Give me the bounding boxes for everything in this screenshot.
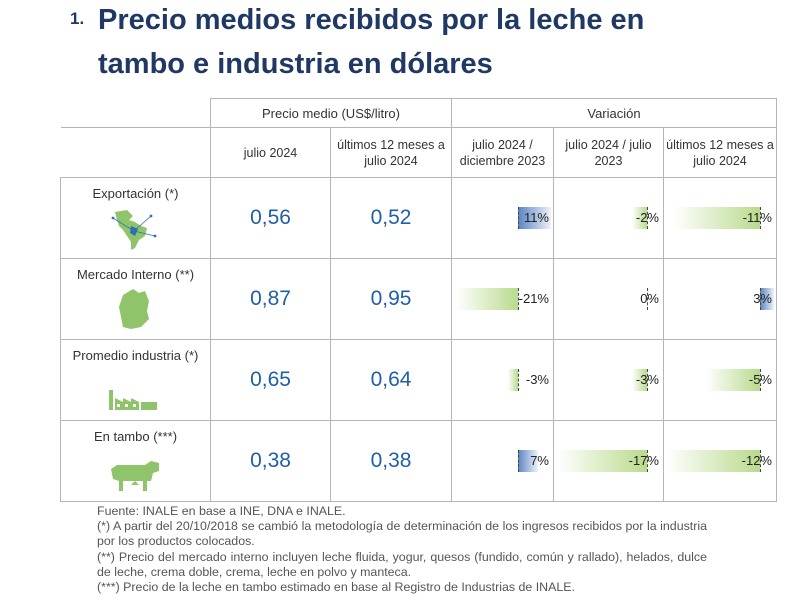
price-value: 0,56 <box>210 177 331 259</box>
variation-value: 3% <box>753 291 772 306</box>
price-value: 0,38 <box>210 420 331 502</box>
variation-cell: -2% <box>553 177 664 259</box>
uruguay-map-icon <box>105 287 165 333</box>
row-label-cell: En tambo (***) <box>60 420 211 502</box>
price-value: 0,38 <box>330 420 452 502</box>
bar-axis <box>647 369 648 391</box>
variation-value: -17% <box>628 453 659 468</box>
row-label: Promedio industria (*) <box>72 348 199 363</box>
variation-bar <box>760 288 774 310</box>
variation-value: -3% <box>525 372 549 387</box>
south-america-map-icon <box>105 206 165 252</box>
variation-cell: -5% <box>663 339 777 421</box>
variation-bar <box>632 369 647 391</box>
variation-cell: -21% <box>451 258 554 340</box>
table-corner <box>60 98 211 128</box>
column-header: julio 2024 <box>210 127 331 178</box>
variation-bar <box>632 207 647 229</box>
row-label-cell: Promedio industria (*) <box>60 339 211 421</box>
footnote: (*) A partir del 20/10/2018 se cambió la… <box>97 519 707 549</box>
variation-cell: 3% <box>663 258 777 340</box>
bar-axis <box>647 288 648 310</box>
variation-value: -2% <box>635 210 659 225</box>
price-table: Precio medio (US$/litro) Variación julio… <box>60 98 777 502</box>
row-label-cell: Exportación (*) <box>60 177 211 259</box>
variation-cell: 11% <box>451 177 554 259</box>
variation-bar <box>508 369 518 391</box>
variation-bar <box>456 288 518 310</box>
variation-value: 11% <box>523 210 549 225</box>
cow-icon <box>105 449 165 495</box>
group-header-price: Precio medio (US$/litro) <box>210 98 452 128</box>
variation-cell: 0% <box>553 258 664 340</box>
price-value: 0,65 <box>210 339 331 421</box>
variation-value: 7% <box>530 453 549 468</box>
bar-axis <box>518 369 519 391</box>
variation-cell: -17% <box>553 420 664 502</box>
variation-value: -11% <box>742 210 772 225</box>
bar-axis <box>760 450 761 472</box>
row-label-cell: Mercado Interno (**) <box>60 258 211 340</box>
variation-value: -5% <box>748 372 772 387</box>
bar-axis <box>760 288 761 310</box>
table-row: Promedio industria (*) 0,65 0,64 -3% -3% <box>60 339 777 421</box>
column-header: últimos 12 meses a julio 2024 <box>663 127 777 178</box>
bar-axis <box>647 207 648 229</box>
variation-cell: 7% <box>451 420 554 502</box>
variation-cell: -12% <box>663 420 777 502</box>
bar-axis <box>647 450 648 472</box>
footnote: (***) Precio de la leche en tambo estima… <box>97 580 575 595</box>
footnotes: Fuente: INALE en base a INE, DNA e INALE… <box>97 504 707 595</box>
variation-value: -21% <box>518 291 549 306</box>
bar-axis <box>518 207 519 229</box>
table-row: Mercado Interno (**) 0,87 0,95 -21% 0% 3… <box>60 258 777 340</box>
variation-value: -3% <box>635 372 659 387</box>
variation-bar <box>666 450 760 472</box>
bar-axis <box>760 369 761 391</box>
variation-bar <box>674 207 760 229</box>
variation-cell: -3% <box>553 339 664 421</box>
bar-axis <box>760 207 761 229</box>
row-label: Mercado Interno (**) <box>76 267 195 282</box>
footnote: (**) Precio del mercado interno incluyen… <box>97 549 707 579</box>
variation-value: -12% <box>741 453 772 468</box>
price-value: 0,87 <box>210 258 331 340</box>
variation-bar <box>518 207 551 229</box>
group-header-variation: Variación <box>451 98 777 128</box>
price-value: 0,95 <box>330 258 452 340</box>
column-header: julio 2024 / julio 2023 <box>553 127 664 178</box>
column-header: últimos 12 meses a julio 2024 <box>330 127 452 178</box>
column-header: julio 2024 / diciembre 2023 <box>451 127 554 178</box>
price-value: 0,52 <box>330 177 452 259</box>
variation-value: 0% <box>640 291 659 306</box>
variation-bar <box>706 369 760 391</box>
bar-axis <box>518 450 519 472</box>
row-label: En tambo (***) <box>93 429 178 444</box>
table-row: Exportación (*) 0,56 0,52 11% -2% <box>60 177 777 259</box>
table-row: En tambo (***) 0,38 0,38 7% -17% -12% <box>60 420 777 502</box>
row-label: Exportación (*) <box>92 186 179 201</box>
page-title: Precio medios recibidos por la leche en … <box>98 4 645 80</box>
variation-cell: -3% <box>451 339 554 421</box>
footnote-source: Fuente: INALE en base a INE, DNA e INALE… <box>97 504 346 518</box>
variation-cell: -11% <box>663 177 777 259</box>
factory-icon <box>105 368 165 414</box>
variation-bar <box>558 450 647 472</box>
price-value: 0,64 <box>330 339 452 421</box>
variation-bar <box>518 450 538 472</box>
table-corner-2 <box>60 127 211 178</box>
heading-number: 1. <box>70 9 85 28</box>
bar-axis <box>518 288 519 310</box>
